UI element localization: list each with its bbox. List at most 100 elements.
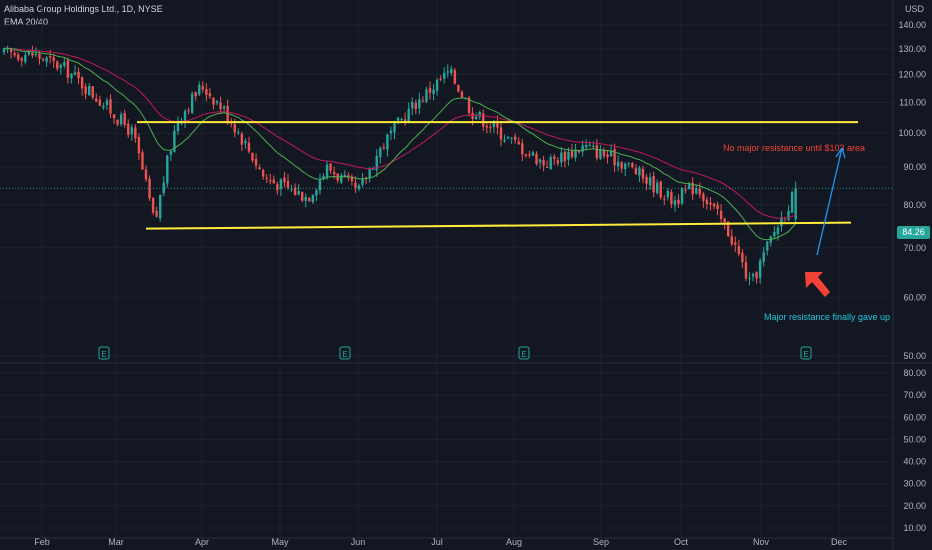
candle-body bbox=[6, 47, 9, 50]
indicator-label: EMA 20/40 bbox=[4, 17, 49, 27]
candle-body bbox=[510, 137, 513, 139]
month-label: Oct bbox=[674, 537, 689, 547]
candle-body bbox=[592, 145, 595, 147]
candle-body bbox=[574, 149, 577, 158]
candle-body bbox=[247, 142, 251, 152]
price-tick-label: 50.00 bbox=[903, 351, 926, 361]
candle-body bbox=[109, 99, 112, 114]
candle-body bbox=[577, 151, 581, 153]
candle-body bbox=[130, 127, 133, 135]
candle-body bbox=[496, 121, 499, 128]
candle-body bbox=[741, 252, 744, 263]
candle-body bbox=[670, 192, 673, 204]
lower-tick-label: 20.00 bbox=[903, 501, 926, 511]
ema-20-line bbox=[4, 47, 796, 241]
candle-body bbox=[553, 156, 556, 159]
candle-body bbox=[517, 141, 520, 145]
candle-body bbox=[162, 182, 165, 194]
candle-body bbox=[467, 97, 471, 113]
projection-arrow-shaft bbox=[816, 147, 843, 256]
candle-body bbox=[744, 262, 748, 279]
candle-body bbox=[98, 99, 102, 106]
candle-body bbox=[269, 180, 272, 182]
ema-lines bbox=[4, 47, 796, 241]
annotation-resistance-text: No major resistance until $103 area bbox=[723, 143, 865, 153]
candle-body bbox=[261, 170, 265, 177]
candle-body bbox=[134, 127, 137, 139]
candle-body bbox=[705, 199, 709, 205]
candle-body bbox=[95, 98, 98, 102]
month-label: Aug bbox=[506, 537, 522, 547]
candle-body bbox=[716, 204, 719, 209]
red-arrow-icon bbox=[805, 272, 830, 297]
candle-body bbox=[652, 176, 655, 193]
candle-body bbox=[528, 154, 531, 156]
projection-arrow-head bbox=[835, 147, 846, 159]
candle-body bbox=[41, 59, 45, 61]
candle-body bbox=[304, 196, 307, 201]
candle-body bbox=[663, 198, 666, 200]
candle-body bbox=[602, 150, 606, 157]
candle-body bbox=[329, 163, 332, 171]
candle-body bbox=[460, 91, 464, 98]
candles bbox=[2, 45, 797, 286]
month-label: Apr bbox=[195, 537, 209, 547]
candle-body bbox=[48, 56, 52, 58]
candle-body bbox=[684, 189, 687, 191]
price-tick-label: 130.00 bbox=[898, 44, 926, 54]
candle-body bbox=[585, 145, 588, 148]
candle-body bbox=[727, 221, 730, 237]
candle-body bbox=[151, 197, 155, 213]
candle-body bbox=[194, 91, 197, 97]
candle-body bbox=[45, 57, 48, 62]
candle-body bbox=[524, 154, 528, 156]
candle-body bbox=[599, 149, 602, 159]
candle-body bbox=[332, 171, 336, 175]
candle-body bbox=[24, 54, 27, 62]
candle-body bbox=[411, 101, 414, 109]
candle-body bbox=[13, 53, 16, 56]
candle-body bbox=[645, 176, 648, 184]
candle-body bbox=[102, 105, 105, 108]
candle-body bbox=[389, 130, 393, 134]
candle-body bbox=[38, 53, 41, 59]
candle-body bbox=[723, 218, 726, 223]
candle-body bbox=[325, 164, 329, 178]
candle-body bbox=[631, 163, 634, 168]
candle-body bbox=[609, 150, 613, 157]
candle-body bbox=[758, 260, 762, 278]
candle-body bbox=[581, 145, 584, 152]
candle-body bbox=[343, 174, 346, 176]
price-tick-label: 140.00 bbox=[898, 20, 926, 30]
annotation-breakout-text: Major resistance finally gave up bbox=[764, 312, 890, 322]
month-label: Feb bbox=[34, 537, 50, 547]
candle-body bbox=[159, 195, 162, 219]
candle-body bbox=[127, 123, 130, 135]
candle-body bbox=[80, 77, 84, 89]
candle-body bbox=[457, 85, 460, 92]
trend-lines[interactable] bbox=[0, 121, 893, 230]
candle-body bbox=[240, 133, 244, 145]
candle-body bbox=[382, 147, 386, 149]
candle-body bbox=[56, 61, 59, 69]
candle-body bbox=[450, 68, 453, 74]
candle-body bbox=[361, 178, 364, 185]
candle-body bbox=[251, 152, 254, 161]
candle-body bbox=[418, 99, 421, 109]
ema-40-line bbox=[4, 47, 796, 219]
candle-body bbox=[212, 97, 215, 105]
candle-body bbox=[148, 178, 151, 199]
candle-body bbox=[606, 154, 609, 158]
candle-body bbox=[290, 188, 293, 190]
candle-body bbox=[773, 232, 776, 237]
candle-body bbox=[474, 116, 478, 120]
candle-body bbox=[734, 242, 737, 245]
candle-body bbox=[531, 152, 535, 156]
candle-body bbox=[570, 151, 574, 157]
lower-tick-label: 10.00 bbox=[903, 523, 926, 533]
candle-body bbox=[538, 159, 542, 163]
candle-body bbox=[70, 73, 73, 79]
lower-tick-label: 40.00 bbox=[903, 457, 926, 467]
